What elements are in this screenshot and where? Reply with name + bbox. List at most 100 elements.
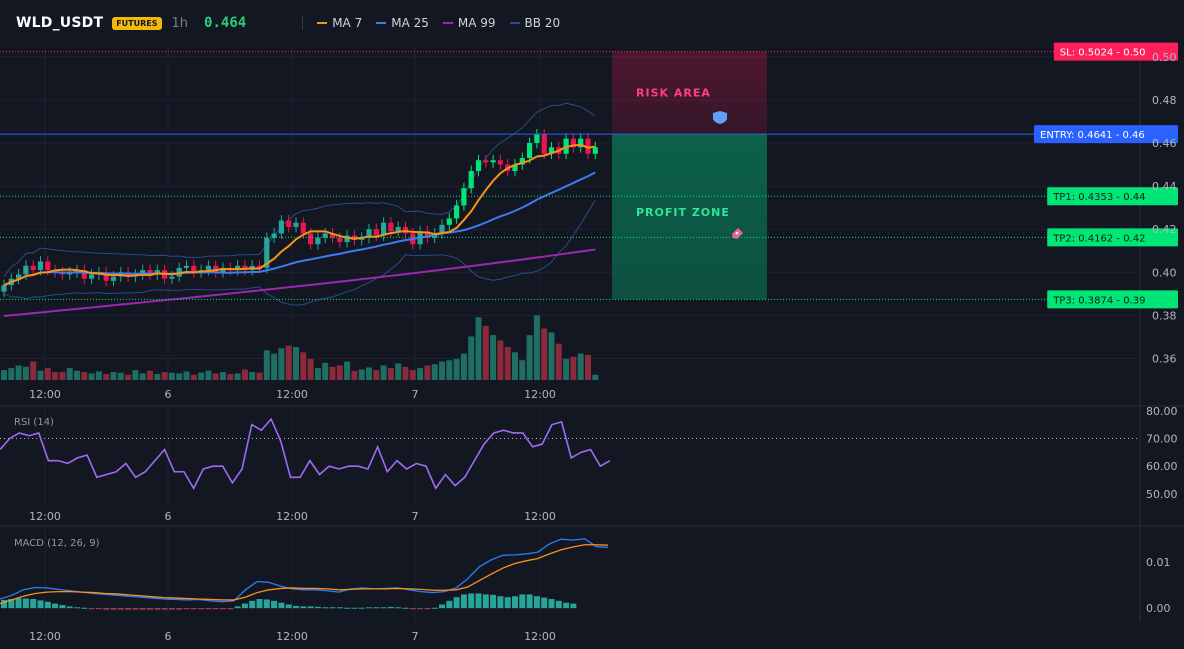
header-divider [302,16,304,30]
macd-time-label: 7 [412,630,419,643]
macd-histogram-bar [307,606,314,609]
moving-averages [3,143,596,317]
macd-histogram-bar [154,608,161,610]
volume-bar [168,372,175,380]
volume-bar [103,374,110,380]
grid-lines [0,46,1140,622]
volume-bar [409,370,416,380]
symbol-name[interactable]: WLD_USDT [16,15,104,31]
volume-bar [577,353,584,380]
ma7-line [3,143,596,287]
level-lines: SL: 0.5024 - 0.50 ENTRY: 0.4641 - 0.46 TP1… [0,42,1178,309]
macd-histogram-bar [504,597,511,609]
candle-body [388,222,394,232]
volume-bar [95,371,102,380]
macd-histogram-bar [468,593,475,609]
volume-bar [154,374,161,380]
volume-bar [74,370,80,380]
candle-body [534,134,540,143]
ma7-swatch [317,22,328,24]
macd-signal-line [0,544,609,605]
timeframe-label[interactable]: 1h [171,15,189,31]
legend-ma99[interactable]: MA 99 [442,16,496,30]
volume-bar [285,345,292,380]
macd-histogram-bar [439,604,445,609]
volume-bar [110,372,117,380]
volume-bar [585,354,591,380]
macd-histogram-bar [380,607,387,609]
macd-histogram-bar [475,593,482,609]
legend-ma99-label: MA 99 [457,16,496,30]
volume-bar [300,352,307,380]
volume-bar [446,360,453,380]
volume-bar [139,373,146,380]
macd-histogram-bar [541,597,548,609]
volume-bar [307,358,314,380]
macd-histogram-bar [293,605,299,609]
volume-bar [358,369,365,380]
macd-histogram-bar [533,596,540,609]
volume-bar [380,365,387,380]
macd-histogram-bar [227,608,234,610]
candle-body [308,233,314,245]
macd-histogram-bar [161,608,168,610]
level-tag-label: SL: 0.5024 - 0.50 [1060,48,1146,59]
macd-histogram-bar [37,600,44,609]
level-tag-label: TP2: 0.4162 - 0.42 [1052,233,1145,244]
candle-body [461,188,467,206]
candle-body [344,235,350,243]
macd-histogram-bar [336,607,343,609]
volume-bar [336,365,343,380]
macd-histogram-bar [409,608,416,610]
candle-body [337,237,343,243]
candle-body [439,224,445,234]
time-axis: 12:00 6 12:00 7 12:00 [29,388,556,401]
candle-body [592,147,598,154]
candle-body [16,274,22,279]
legend-ma25[interactable]: MA 25 [376,16,429,30]
candle-body [475,160,482,171]
macd-histogram-bar [103,608,110,610]
level-tag-label: ENTRY: 0.4641 - 0.46 [1040,130,1145,141]
candle-body [74,270,80,273]
macd-tick-label: 0.01 [1146,556,1171,569]
legend-ma7[interactable]: MA 7 [317,16,362,30]
macd-histogram-bar [198,608,205,610]
macd-histogram-bar [117,608,124,610]
level-tag [1034,125,1178,144]
volume-bar [147,370,153,380]
bb20-swatch [509,22,520,24]
macd-histogram-bar [15,598,22,609]
volume-bar [190,374,197,380]
macd-pane: MACD (12, 26, 9) 0.01 0.00 12:00 6 12:00 7 12:0… [0,538,1171,643]
candle-body [497,160,503,165]
candle-body [30,265,36,271]
candle-body [570,138,576,148]
legend-bb20[interactable]: BB 20 [509,16,560,30]
macd-histogram-bar [95,608,102,610]
macd-histogram-bar [453,597,460,609]
volume-bar [161,372,168,380]
candle-body [37,261,44,271]
volume-bar [541,328,548,380]
candle-body [278,220,284,234]
candle-body [468,170,474,189]
macd-histogram-bar [563,602,570,609]
price-tick-label: 0.40 [1152,266,1177,279]
volume-bar [249,372,256,380]
macd-histogram-bar [1,599,7,609]
macd-time-label: 12:00 [524,630,556,643]
bollinger-bands [3,102,596,306]
macd-histogram-bar [125,608,132,610]
risk-zone: RISK AREA [612,51,767,135]
volume-bar [431,364,438,380]
bb-lower-line [3,199,596,306]
profit-zone-box [612,134,767,300]
volume-bar [8,368,15,380]
candle-body [381,222,387,236]
volume-bar [59,372,66,380]
candle-body [191,265,197,273]
volume-bar [468,336,475,380]
volume-bar [15,365,22,380]
